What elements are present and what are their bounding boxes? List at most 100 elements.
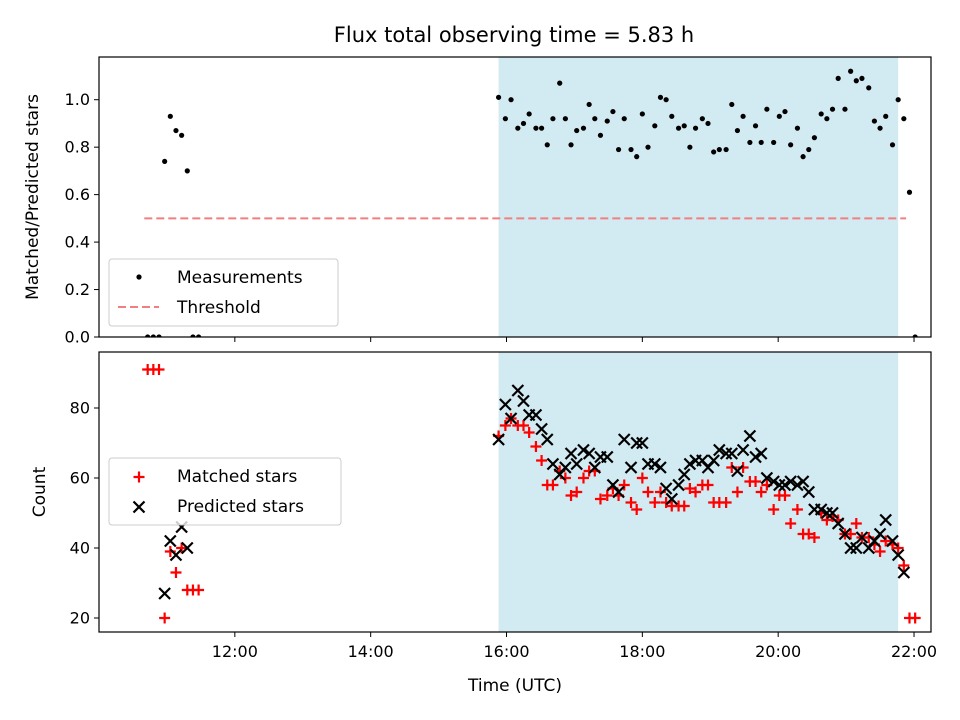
measurement-point: [794, 125, 801, 131]
matched-star-point: [850, 518, 862, 529]
predicted-star-point: [636, 436, 649, 450]
measurement-point: [716, 146, 722, 153]
predicted-star-point: [659, 482, 673, 495]
x-tick-label: 12:00: [212, 642, 258, 661]
predicted-star-point: [773, 478, 786, 492]
predicted-star-point: [665, 492, 679, 506]
matched-star-point: [803, 528, 815, 540]
measurement-point: [495, 94, 502, 100]
predicted-star-point: [169, 548, 183, 562]
x-tick-label: 20:00: [755, 642, 801, 661]
measurement-point: [764, 106, 770, 112]
matched-star-point: [821, 514, 833, 526]
measurement-point: [800, 154, 806, 160]
predicted-star-point: [831, 517, 845, 530]
measurement-point: [687, 144, 693, 150]
predicted-star-point: [540, 433, 554, 446]
matched-star-point: [785, 518, 797, 529]
x-tick-label: 18:00: [619, 642, 665, 661]
matched-star-point: [536, 455, 548, 466]
predicted-star-point: [499, 398, 512, 411]
measurement-point: [740, 113, 746, 119]
matched-star-point: [779, 490, 791, 501]
measurement-point: [889, 142, 896, 148]
matched-star-point: [636, 472, 648, 484]
measurement-point: [520, 120, 527, 127]
y-tick-label: 20: [70, 609, 90, 628]
predicted-star-point: [736, 443, 750, 457]
matched-star-point: [642, 486, 654, 498]
legend-matched-label: Matched stars: [177, 467, 297, 487]
predicted-star-point: [707, 454, 720, 467]
predicted-star-point: [648, 457, 662, 471]
chart-title: Flux total observing time = 5.83 h: [334, 23, 694, 47]
y-tick-label: 0.2: [65, 280, 90, 299]
matched-star-point: [690, 486, 702, 498]
predicted-star-point: [754, 447, 768, 460]
predicted-star-point: [713, 443, 726, 457]
matched-star-point: [170, 567, 182, 578]
measurement-point: [657, 94, 664, 100]
predicted-star-point: [677, 468, 691, 481]
measurement-point: [912, 334, 918, 337]
measurement-point: [615, 146, 622, 153]
measurement-point: [747, 139, 753, 146]
matched-star-point: [702, 479, 714, 491]
measurement-point: [508, 97, 514, 103]
top-panel: 0.0 0.2 0.4 0.6 0.8 1.0 Matched/Predicted star…: [23, 56, 932, 347]
measurement-point: [699, 116, 705, 122]
measurement-point: [866, 85, 872, 91]
predicted-star-point: [873, 527, 887, 541]
measurement-point: [883, 113, 889, 119]
y-tick-label: 0.0: [65, 328, 90, 347]
matched-star-point: [601, 490, 613, 501]
measurement-point: [788, 142, 794, 148]
matched-star-point: [649, 497, 661, 508]
measurement-point: [580, 125, 587, 131]
matched-star-point: [530, 441, 542, 452]
legend-measurement-marker: [136, 274, 142, 280]
legend-predicted-marker: [132, 500, 146, 514]
predicted-star-point: [535, 422, 548, 436]
predicted-star-point: [577, 443, 590, 457]
measurement-point: [173, 127, 179, 134]
measurement-point: [871, 118, 878, 124]
measurement-point: [681, 123, 687, 129]
measurement-point: [557, 80, 563, 86]
measurement-point: [156, 334, 162, 337]
matched-star-point: [618, 479, 630, 491]
measurement-point: [818, 111, 824, 117]
matched-star-point: [909, 612, 921, 624]
measurement-point: [782, 108, 788, 115]
bottom-panel: 20 40 60 80 12:00 14:00 16:00 18:00 20:00 22:00 Co…: [30, 351, 937, 696]
legend-matched-marker: [133, 471, 145, 483]
measurement-point: [539, 125, 545, 131]
measurement-point: [806, 146, 812, 153]
matched-star-point: [499, 420, 511, 431]
predicted-star-point: [529, 408, 543, 422]
predicted-star-point: [600, 450, 614, 464]
matched-star-point: [631, 504, 643, 515]
matched-star-point: [176, 542, 188, 554]
predicted-star-point: [582, 447, 596, 460]
predicted-star-point: [897, 566, 911, 579]
measurement-point: [150, 334, 156, 337]
measurement-point: [196, 334, 202, 337]
predicted-star-point: [624, 461, 638, 474]
measurement-point: [574, 127, 580, 134]
predicted-star-point: [546, 457, 560, 471]
measurement-point: [597, 132, 604, 138]
predicted-star-point: [492, 433, 505, 446]
legend: Measurements Threshold: [108, 258, 339, 327]
predicted-star-point: [617, 433, 631, 446]
matched-star-point: [625, 497, 637, 508]
measurement-point: [877, 125, 883, 131]
measurement-point: [604, 118, 610, 124]
predicted-star-point: [181, 541, 194, 555]
predicted-star-point: [784, 475, 797, 488]
measurement-point: [652, 123, 658, 129]
predicted-star-point: [767, 475, 780, 488]
measurement-point: [645, 144, 651, 150]
predicted-star-point: [511, 384, 525, 397]
